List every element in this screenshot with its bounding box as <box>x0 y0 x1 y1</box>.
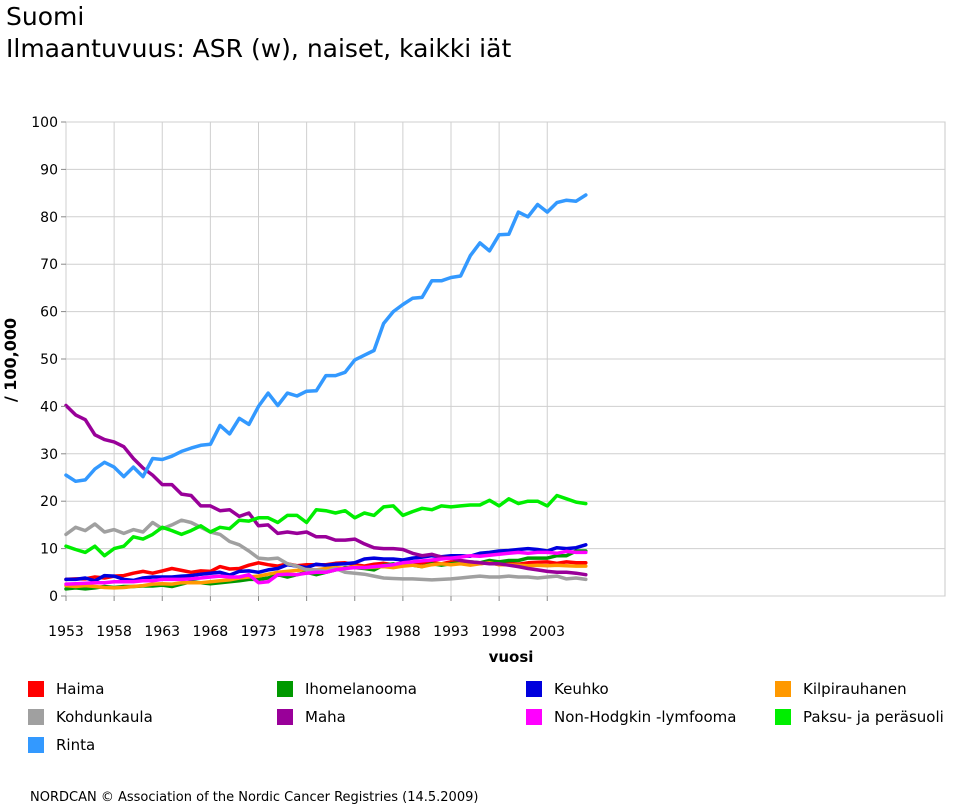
series-line-9 <box>64 193 588 484</box>
y-tick-label: 0 <box>49 589 58 605</box>
x-tick-label: 2003 <box>529 624 565 640</box>
x-tick-label: 1988 <box>385 624 421 640</box>
axes: 0 10 20 30 40 50 60 70 80 90 100 1953 1958 1963 1968 19… <box>1 115 565 666</box>
series-line-8 <box>64 493 588 558</box>
y-tick-label: 70 <box>40 257 58 273</box>
x-tick-label: 1993 <box>433 624 469 640</box>
x-tick-label: 1958 <box>96 624 132 640</box>
y-tick-label: 80 <box>40 210 58 226</box>
footer-credit: NORDCAN © Association of the Nordic Canc… <box>30 790 479 805</box>
x-tick-label: 1968 <box>193 624 229 640</box>
x-tick-label: 1978 <box>289 624 325 640</box>
y-tick-label: 90 <box>40 162 58 178</box>
x-tick-label: 1953 <box>48 624 84 640</box>
x-tick-label: 1963 <box>144 624 180 640</box>
series-lines <box>64 193 588 591</box>
y-tick-label: 40 <box>40 399 58 415</box>
x-tick-label: 1983 <box>337 624 373 640</box>
series-line-7 <box>64 549 588 586</box>
chart-subtitle: Ilmaantuvuus: ASR (w), naiset, kaikki iä… <box>6 34 512 63</box>
chart-title: Suomi <box>6 2 85 31</box>
x-tick-label: 1998 <box>481 624 517 640</box>
series-line-3 <box>64 543 588 583</box>
x-axis-label: vuosi <box>489 648 534 666</box>
y-tick-label: 30 <box>40 447 58 463</box>
grid <box>65 121 946 597</box>
y-axis-label: / 100,000 <box>1 318 20 402</box>
series-line-6 <box>64 403 588 577</box>
y-tick-label: 50 <box>40 352 58 368</box>
y-tick-label: 100 <box>31 115 58 131</box>
y-tick-label: 20 <box>40 494 58 510</box>
y-tick-label: 60 <box>40 305 58 321</box>
x-tick-label: 1973 <box>241 624 277 640</box>
y-tick-label: 10 <box>40 542 58 558</box>
